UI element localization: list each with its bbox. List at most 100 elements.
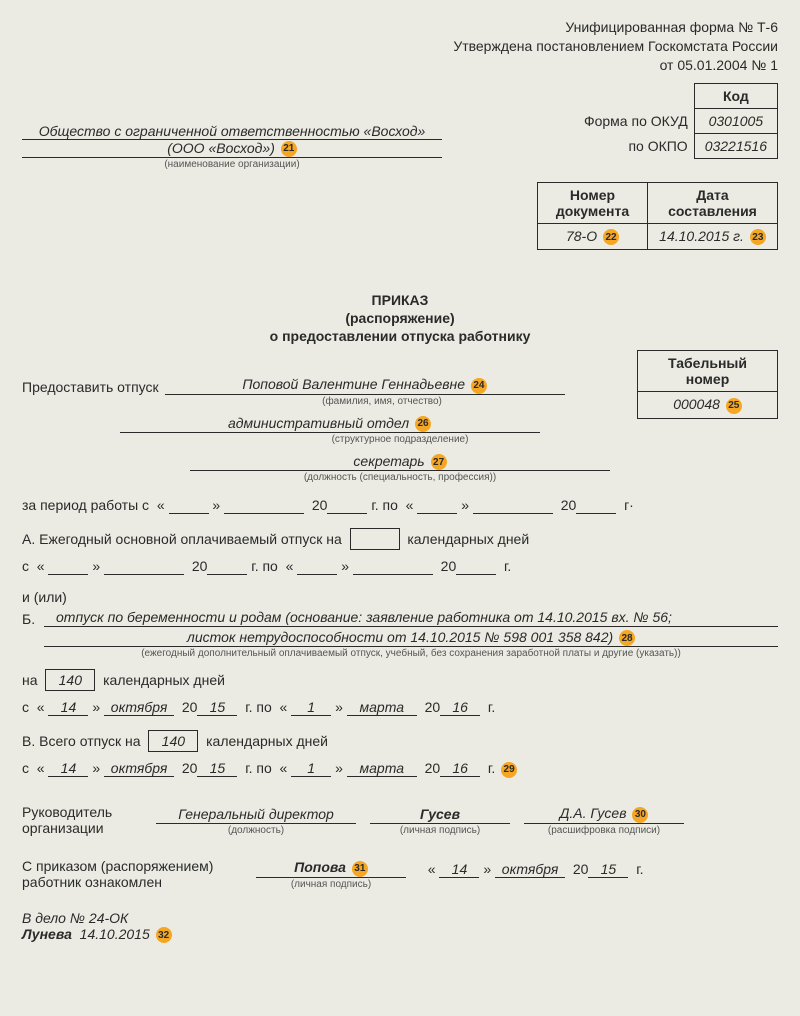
- header-line3: от 05.01.2004 № 1: [22, 56, 778, 75]
- b-m2: марта: [347, 699, 417, 716]
- leader-sign-caption: (личная подпись): [370, 825, 510, 836]
- grant-row: Предоставить отпуск Поповой Валентине Ге…: [22, 376, 637, 394]
- footer-line1: В дело № 24-ОК: [22, 910, 778, 926]
- b-d2: 1: [291, 699, 331, 716]
- ack-label2: работник ознакомлен: [22, 874, 242, 890]
- section-a: А. Ежегодный основной оплачиваемый отпус…: [22, 528, 778, 550]
- marker-29: 29: [501, 762, 517, 778]
- marker-27: 27: [431, 454, 447, 470]
- header-line1: Унифицированная форма № Т-6: [22, 18, 778, 37]
- leader-sign-cell: Гусев (личная подпись): [370, 806, 510, 836]
- v-d1: 14: [48, 760, 88, 777]
- fio-field: Поповой Валентине Геннадьевне 24: [165, 376, 565, 394]
- marker-24: 24: [471, 378, 487, 394]
- org-line2: (ООО «Восход») 21: [22, 140, 442, 158]
- ack-m: октября: [495, 861, 565, 878]
- marker-23: 23: [750, 229, 766, 245]
- position-row: секретарь 27: [22, 453, 778, 471]
- footer-date: 14.10.2015: [80, 926, 150, 942]
- ack-g: г.: [636, 861, 643, 877]
- tabnum-label: Табельный номер: [638, 351, 778, 392]
- kod-label: Код: [694, 83, 777, 108]
- okpo-label: по ОКПО: [574, 133, 694, 158]
- v-y2: 16: [440, 760, 480, 777]
- b-from: с: [22, 699, 29, 715]
- leader-position-cell: Генеральный директор (должность): [156, 806, 356, 836]
- docnum-value: 78-О 22: [538, 223, 648, 249]
- b-line2: листок нетрудоспособности от 14.10.2015 …: [44, 629, 778, 647]
- footer: В дело № 24-ОК Лунева 14.10.2015 32: [22, 910, 778, 943]
- v-g: г.: [488, 760, 495, 776]
- okud-value: 0301005: [694, 108, 777, 133]
- position-text: секретарь: [353, 453, 424, 469]
- b-line1: отпуск по беременности и родам (основани…: [44, 609, 778, 627]
- org-caption: (наименование организации): [22, 159, 442, 170]
- v-d2: 1: [291, 760, 331, 777]
- dept-row: административный отдел 26: [22, 415, 637, 433]
- v-gpo: г. по: [245, 760, 272, 776]
- fio-caption: (фамилия, имя, отчество): [182, 396, 582, 407]
- docnum-text: 78-О: [566, 228, 597, 244]
- tabnum-text: 000048: [673, 396, 720, 412]
- period-g: г·: [624, 497, 634, 513]
- ack-yp: 20: [573, 861, 589, 877]
- marker-21: 21: [281, 141, 297, 157]
- b-dates: с « 14 » октября 2015 г. по « 1 » марта …: [22, 699, 778, 716]
- a-y2: [456, 558, 496, 575]
- org-short: (ООО «Восход»): [167, 140, 275, 156]
- marker-31: 31: [352, 861, 368, 877]
- document-page: Унифицированная форма № Т-6 Утверждена п…: [0, 0, 800, 961]
- period-m1: [224, 497, 304, 514]
- ack-label1: С приказом (распоряжением): [22, 858, 242, 874]
- b-d1: 14: [48, 699, 88, 716]
- marker-30: 30: [632, 807, 648, 823]
- docdate-value: 14.10.2015 г. 23: [648, 223, 778, 249]
- doc-subtitle1: (распоряжение): [22, 310, 778, 326]
- leader-sign: Гусев: [370, 806, 510, 824]
- ack-d: 14: [439, 861, 479, 878]
- period-d2: [417, 497, 457, 514]
- b-gpo: г. по: [245, 699, 272, 715]
- andor: и (или): [22, 589, 778, 605]
- marker-22: 22: [603, 229, 619, 245]
- okud-label: Форма по ОКУД: [574, 108, 694, 133]
- position-field: секретарь 27: [190, 453, 610, 471]
- a-from-label: с: [22, 558, 29, 574]
- b-caption: (ежегодный дополнительный оплачиваемый о…: [44, 648, 778, 659]
- period-m2: [473, 497, 553, 514]
- b-na: на: [22, 672, 38, 688]
- a-m1: [104, 558, 184, 575]
- leader-label1: Руководитель: [22, 804, 142, 820]
- leader-sig-row: Руководитель организации Генеральный дир…: [22, 804, 778, 836]
- marker-26: 26: [415, 416, 431, 432]
- docdate-label: Дата составления: [648, 182, 778, 223]
- leader-position-caption: (должность): [156, 825, 356, 836]
- dept-field: административный отдел 26: [120, 415, 540, 433]
- grant-label: Предоставить отпуск: [22, 379, 159, 395]
- a-g: г.: [504, 558, 511, 574]
- leader-decode-text: Д.А. Гусев: [560, 805, 627, 821]
- b-days-label: календарных дней: [103, 672, 225, 688]
- doc-title: ПРИКАЗ: [22, 292, 778, 308]
- b-line2-text: листок нетрудоспособности от 14.10.2015 …: [187, 629, 613, 645]
- footer-name: Лунева: [22, 926, 72, 942]
- period-d1: [169, 497, 209, 514]
- a-y1: [207, 558, 247, 575]
- v-y1: 15: [197, 760, 237, 777]
- footer-line2: Лунева 14.10.2015 32: [22, 926, 778, 943]
- period-y1: [327, 497, 367, 514]
- v-m2: марта: [347, 760, 417, 777]
- b-y2: 16: [440, 699, 480, 716]
- docdate-text: 14.10.2015 г.: [659, 228, 744, 244]
- docnum-label: Номер документа: [538, 182, 648, 223]
- org-line1: Общество с ограниченной ответственностью…: [22, 123, 442, 140]
- b-y1: 15: [197, 699, 237, 716]
- leader-label: Руководитель организации: [22, 804, 142, 836]
- b-y1p: 20: [182, 699, 198, 715]
- ack-label: С приказом (распоряжением) работник озна…: [22, 858, 242, 890]
- okpo-value: 03221516: [694, 133, 777, 158]
- docnum-table: Номер документа Дата составления 78-О 22…: [537, 182, 778, 250]
- v-days-label: календарных дней: [206, 733, 328, 749]
- ack-sign-cell: Попова 31 (личная подпись): [256, 859, 406, 889]
- ack-date: « 14 » октября 2015 г.: [420, 861, 643, 890]
